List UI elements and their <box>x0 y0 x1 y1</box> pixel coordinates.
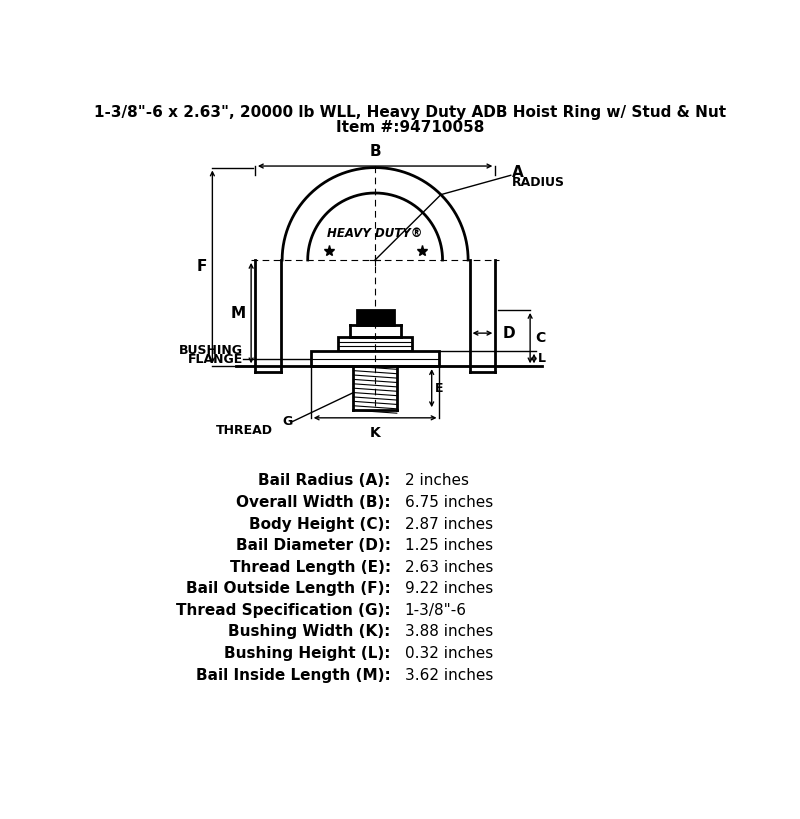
Text: 2.63 inches: 2.63 inches <box>405 559 493 575</box>
Text: 1.25 inches: 1.25 inches <box>405 538 493 553</box>
Text: 0.32 inches: 0.32 inches <box>405 646 493 661</box>
Text: 9.22 inches: 9.22 inches <box>405 581 493 596</box>
Text: 2 inches: 2 inches <box>405 473 469 488</box>
Bar <box>338 337 412 351</box>
Text: Bail Inside Length (M):: Bail Inside Length (M): <box>196 667 390 682</box>
Text: Overall Width (B):: Overall Width (B): <box>236 495 390 510</box>
Text: K: K <box>370 426 381 440</box>
Text: D: D <box>503 326 516 341</box>
Text: RADIUS: RADIUS <box>512 176 566 189</box>
Text: Thread Length (E):: Thread Length (E): <box>230 559 390 575</box>
Text: 1-3/8"-6 x 2.63", 20000 lb WLL, Heavy Duty ADB Hoist Ring w/ Stud & Nut: 1-3/8"-6 x 2.63", 20000 lb WLL, Heavy Du… <box>94 105 726 120</box>
Text: B: B <box>370 144 381 159</box>
Text: FLANGE: FLANGE <box>188 353 243 366</box>
Text: THREAD: THREAD <box>216 424 273 437</box>
Text: 2.87 inches: 2.87 inches <box>405 517 493 532</box>
Text: E: E <box>435 382 443 395</box>
Text: A: A <box>512 165 524 180</box>
Text: Bail Radius (A):: Bail Radius (A): <box>258 473 390 488</box>
Text: Bushing Height (L):: Bushing Height (L): <box>224 646 390 661</box>
Text: Bail Outside Length (F):: Bail Outside Length (F): <box>186 581 390 596</box>
Text: M: M <box>230 305 246 320</box>
Text: Bail Diameter (D):: Bail Diameter (D): <box>236 538 390 553</box>
Text: Bushing Width (K):: Bushing Width (K): <box>228 624 390 640</box>
Bar <box>357 310 394 325</box>
Text: F: F <box>197 260 207 274</box>
Text: Body Height (C):: Body Height (C): <box>249 517 390 532</box>
Text: 3.88 inches: 3.88 inches <box>405 624 493 640</box>
Text: Item #:94710058: Item #:94710058 <box>336 120 484 135</box>
Text: 6.75 inches: 6.75 inches <box>405 495 493 510</box>
Bar <box>310 351 439 366</box>
Text: L: L <box>538 352 546 365</box>
Text: C: C <box>535 331 546 345</box>
Text: G: G <box>282 415 292 428</box>
Text: Thread Specification (G):: Thread Specification (G): <box>176 603 390 618</box>
Text: 1-3/8"-6: 1-3/8"-6 <box>405 603 466 618</box>
Text: BUSHING: BUSHING <box>179 344 243 357</box>
Text: HEAVY DUTY®: HEAVY DUTY® <box>327 227 423 239</box>
Text: 3.62 inches: 3.62 inches <box>405 667 493 682</box>
